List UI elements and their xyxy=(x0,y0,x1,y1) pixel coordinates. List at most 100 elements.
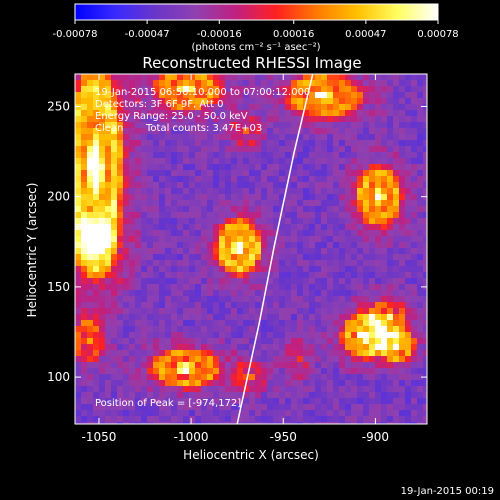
heatmap-cell xyxy=(201,302,208,309)
heatmap-cell xyxy=(291,236,298,243)
heatmap-cell xyxy=(177,194,184,201)
heatmap-cell xyxy=(141,350,148,357)
heatmap-cell xyxy=(81,392,88,399)
heatmap-cell xyxy=(411,374,418,381)
heatmap-cell xyxy=(123,380,130,387)
heatmap-cell xyxy=(267,308,274,315)
heatmap-cell xyxy=(141,404,148,411)
heatmap-cell xyxy=(285,326,292,333)
heatmap-cell xyxy=(321,338,328,345)
heatmap-cell xyxy=(117,320,124,327)
heatmap-cell xyxy=(87,182,94,189)
heatmap-cell xyxy=(303,152,310,159)
heatmap-cell xyxy=(147,110,154,117)
heatmap-cell xyxy=(423,200,427,207)
heatmap-cell xyxy=(153,218,160,225)
heatmap-cell xyxy=(207,386,214,393)
heatmap-cell xyxy=(75,422,82,424)
heatmap-cell xyxy=(135,404,142,411)
heatmap-cell xyxy=(399,122,406,129)
heatmap-cell xyxy=(105,362,112,369)
heatmap-cell xyxy=(393,110,400,117)
heatmap-cell xyxy=(339,314,346,321)
heatmap-cell xyxy=(87,218,94,225)
heatmap-cell xyxy=(237,200,244,207)
heatmap-cell xyxy=(345,104,352,111)
heatmap-cell xyxy=(243,320,250,327)
heatmap-cell xyxy=(423,98,427,105)
heatmap-cell xyxy=(87,74,94,81)
heatmap-cell xyxy=(111,188,118,195)
heatmap-cell xyxy=(207,320,214,327)
heatmap-cell xyxy=(87,350,94,357)
heatmap-cell xyxy=(339,110,346,117)
heatmap-cell xyxy=(423,230,427,237)
heatmap-cell xyxy=(249,332,256,339)
heatmap-cell xyxy=(333,374,340,381)
heatmap-cell xyxy=(411,320,418,327)
heatmap-cell xyxy=(339,104,346,111)
heatmap-cell xyxy=(75,302,82,309)
heatmap-cell xyxy=(369,296,376,303)
heatmap-cell xyxy=(327,140,334,147)
heatmap-cell xyxy=(255,314,262,321)
heatmap-cell xyxy=(153,350,160,357)
heatmap-cell xyxy=(81,404,88,411)
heatmap-cell xyxy=(99,332,106,339)
heatmap-cell xyxy=(141,122,148,129)
heatmap-cell xyxy=(303,200,310,207)
heatmap-cell xyxy=(315,170,322,177)
heatmap-cell xyxy=(171,170,178,177)
heatmap-cell xyxy=(75,158,82,165)
heatmap-cell xyxy=(249,104,256,111)
heatmap-cell xyxy=(123,134,130,141)
heatmap-cell xyxy=(111,272,118,279)
heatmap-cell xyxy=(279,410,286,417)
heatmap-cell xyxy=(351,380,358,387)
heatmap-cell xyxy=(207,392,214,399)
heatmap-cell xyxy=(141,98,148,105)
heatmap-cell xyxy=(411,332,418,339)
heatmap-cell xyxy=(153,206,160,213)
heatmap-cell xyxy=(219,230,226,237)
heatmap-cell xyxy=(141,152,148,159)
heatmap-cell xyxy=(243,392,250,399)
heatmap-cell xyxy=(315,254,322,261)
heatmap-cell xyxy=(261,338,268,345)
heatmap-cell xyxy=(387,128,394,135)
heatmap-cell xyxy=(213,116,220,123)
heatmap-cell xyxy=(171,326,178,333)
heatmap-cell xyxy=(165,218,172,225)
heatmap-cell xyxy=(189,326,196,333)
heatmap-cell xyxy=(123,146,130,153)
heatmap-cell xyxy=(411,248,418,255)
heatmap-cell xyxy=(135,164,142,171)
heatmap-cell xyxy=(123,176,130,183)
heatmap-cell xyxy=(297,350,304,357)
heatmap-cell xyxy=(255,290,262,297)
heatmap-cell xyxy=(201,134,208,141)
heatmap-cell xyxy=(351,200,358,207)
heatmap-cell xyxy=(273,80,280,87)
heatmap-cell xyxy=(369,278,376,285)
heatmap-cell xyxy=(273,398,280,405)
heatmap-cell xyxy=(105,224,112,231)
heatmap-cell xyxy=(213,218,220,225)
heatmap-cell xyxy=(141,410,148,417)
heatmap-cell xyxy=(225,284,232,291)
heatmap-cell xyxy=(231,122,238,129)
heatmap-cell xyxy=(363,128,370,135)
heatmap-cell xyxy=(147,416,154,423)
heatmap-cell xyxy=(399,284,406,291)
heatmap-cell xyxy=(351,254,358,261)
heatmap-cell xyxy=(189,206,196,213)
heatmap-cell xyxy=(237,74,244,81)
heatmap-cell xyxy=(369,302,376,309)
heatmap-cell xyxy=(111,80,118,87)
heatmap-cell xyxy=(309,350,316,357)
heatmap-cell xyxy=(357,314,364,321)
heatmap-cell xyxy=(93,230,100,237)
heatmap-cell xyxy=(123,242,130,249)
heatmap-cell xyxy=(165,206,172,213)
heatmap-cell xyxy=(93,284,100,291)
